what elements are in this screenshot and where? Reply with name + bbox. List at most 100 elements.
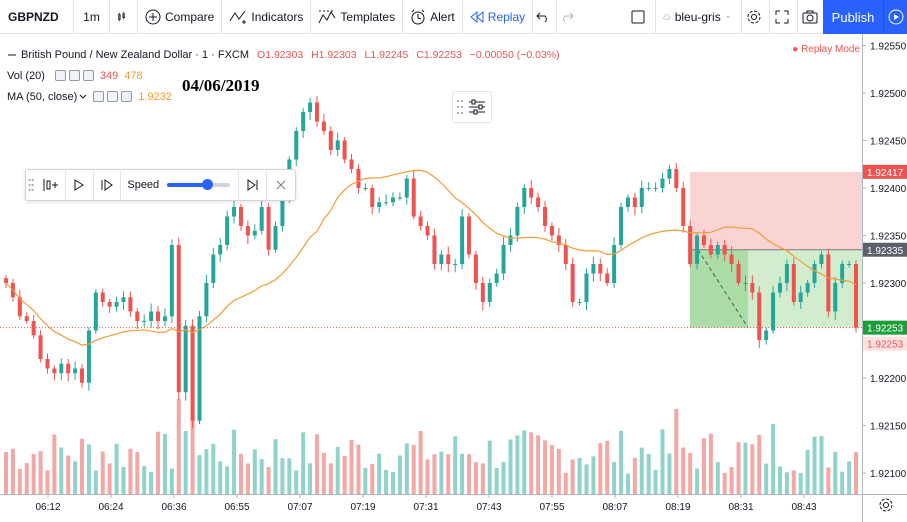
- candle-body[interactable]: [784, 264, 789, 283]
- candle-body[interactable]: [467, 216, 472, 255]
- candle-body[interactable]: [653, 188, 658, 189]
- candle-body[interactable]: [605, 273, 610, 284]
- jump-to-realtime-button[interactable]: [239, 169, 268, 201]
- close-icon[interactable]: [121, 91, 133, 102]
- eye-icon[interactable]: [54, 70, 66, 81]
- candle-body[interactable]: [38, 335, 43, 359]
- candle-body[interactable]: [59, 363, 64, 374]
- candle-body[interactable]: [135, 311, 140, 322]
- drag-handle-icon[interactable]: [26, 169, 36, 201]
- candle-body[interactable]: [591, 264, 596, 274]
- eye-icon[interactable]: [93, 91, 105, 102]
- candle-body[interactable]: [211, 254, 216, 284]
- candle-body[interactable]: [280, 197, 285, 227]
- candle-body[interactable]: [439, 254, 444, 265]
- candle-body[interactable]: [335, 140, 340, 151]
- candle-body[interactable]: [418, 216, 423, 227]
- candle-body[interactable]: [674, 169, 679, 188]
- candle-body[interactable]: [176, 245, 181, 393]
- candle-body[interactable]: [798, 292, 803, 303]
- interval-button[interactable]: 1m: [74, 0, 110, 34]
- candle-body[interactable]: [114, 302, 119, 307]
- candle-body[interactable]: [238, 207, 243, 226]
- symbol-search-button[interactable]: GBPNZD: [0, 0, 74, 34]
- candle-body[interactable]: [308, 102, 313, 113]
- candle-body[interactable]: [791, 264, 796, 302]
- candle-body[interactable]: [446, 254, 451, 265]
- candle-body[interactable]: [31, 321, 36, 336]
- templates-button[interactable]: Templates: [311, 0, 404, 34]
- candle-body[interactable]: [819, 254, 824, 265]
- candle-body[interactable]: [328, 131, 333, 150]
- candle-body[interactable]: [93, 292, 98, 331]
- candle-body[interactable]: [356, 169, 361, 188]
- candle-body[interactable]: [363, 188, 368, 189]
- candle-body[interactable]: [854, 264, 858, 328]
- select-bar-button[interactable]: [36, 169, 66, 201]
- candle-body[interactable]: [432, 235, 437, 265]
- candle-body[interactable]: [777, 283, 782, 293]
- candle-body[interactable]: [688, 226, 693, 264]
- candle-body[interactable]: [266, 207, 271, 250]
- candle-body[interactable]: [715, 245, 720, 255]
- candle-body[interactable]: [771, 292, 776, 331]
- candle-body[interactable]: [453, 264, 458, 265]
- candle-body[interactable]: [149, 311, 154, 322]
- candle-body[interactable]: [612, 245, 617, 283]
- layout-menu-button[interactable]: bleu-gris: [656, 0, 742, 34]
- candle-body[interactable]: [80, 368, 85, 383]
- candle-body[interactable]: [757, 292, 762, 341]
- candle-body[interactable]: [66, 363, 71, 374]
- candle-body[interactable]: [370, 188, 375, 207]
- collapse-minus-icon[interactable]: [7, 50, 17, 60]
- ma-label[interactable]: MA (50, close): [7, 90, 78, 103]
- stop-loss-zone[interactable]: [690, 171, 862, 250]
- candle-body[interactable]: [515, 207, 520, 236]
- candle-body[interactable]: [156, 311, 161, 322]
- step-forward-button[interactable]: [94, 169, 122, 201]
- candle-body[interactable]: [245, 226, 250, 236]
- candle-body[interactable]: [667, 169, 672, 179]
- candle-body[interactable]: [660, 178, 665, 189]
- candle-body[interactable]: [397, 197, 402, 199]
- redo-button[interactable]: [557, 0, 581, 34]
- gear-icon[interactable]: [878, 497, 894, 513]
- candle-body[interactable]: [840, 264, 845, 283]
- candle-body[interactable]: [183, 325, 188, 393]
- candle-body[interactable]: [681, 188, 686, 226]
- candle-body[interactable]: [646, 188, 651, 189]
- candle-body[interactable]: [833, 283, 838, 312]
- candle-body[interactable]: [487, 283, 492, 302]
- volume-label[interactable]: Vol (20): [7, 69, 45, 82]
- speed-slider-handle[interactable]: [201, 179, 213, 190]
- candle-body[interactable]: [494, 273, 499, 284]
- candle-body[interactable]: [826, 254, 831, 312]
- chevron-down-icon[interactable]: [79, 94, 87, 100]
- candle-body[interactable]: [473, 254, 478, 284]
- close-replay-button[interactable]: [267, 169, 295, 201]
- candle-body[interactable]: [460, 216, 465, 265]
- candle-body[interactable]: [301, 112, 306, 131]
- candle-body[interactable]: [390, 197, 395, 203]
- candle-body[interactable]: [314, 102, 319, 122]
- candle-body[interactable]: [480, 283, 485, 302]
- candle-body[interactable]: [197, 316, 202, 421]
- candle-body[interactable]: [121, 297, 126, 302]
- candle-body[interactable]: [294, 131, 299, 160]
- candle-body[interactable]: [805, 283, 810, 293]
- replay-button[interactable]: Replay: [463, 0, 534, 34]
- alert-button[interactable]: Alert: [403, 0, 463, 34]
- candle-body[interactable]: [639, 188, 644, 207]
- compare-button[interactable]: Compare: [138, 0, 223, 34]
- candle-body[interactable]: [708, 245, 713, 255]
- candle-body[interactable]: [86, 330, 91, 383]
- candle-body[interactable]: [425, 226, 430, 236]
- candle-body[interactable]: [812, 264, 817, 283]
- candle-body[interactable]: [349, 159, 354, 170]
- candle-body[interactable]: [536, 197, 541, 208]
- candle-body[interactable]: [52, 368, 57, 374]
- close-icon[interactable]: [82, 70, 94, 81]
- candle-body[interactable]: [45, 359, 50, 369]
- gear-icon[interactable]: [68, 70, 80, 81]
- candle-body[interactable]: [384, 202, 389, 204]
